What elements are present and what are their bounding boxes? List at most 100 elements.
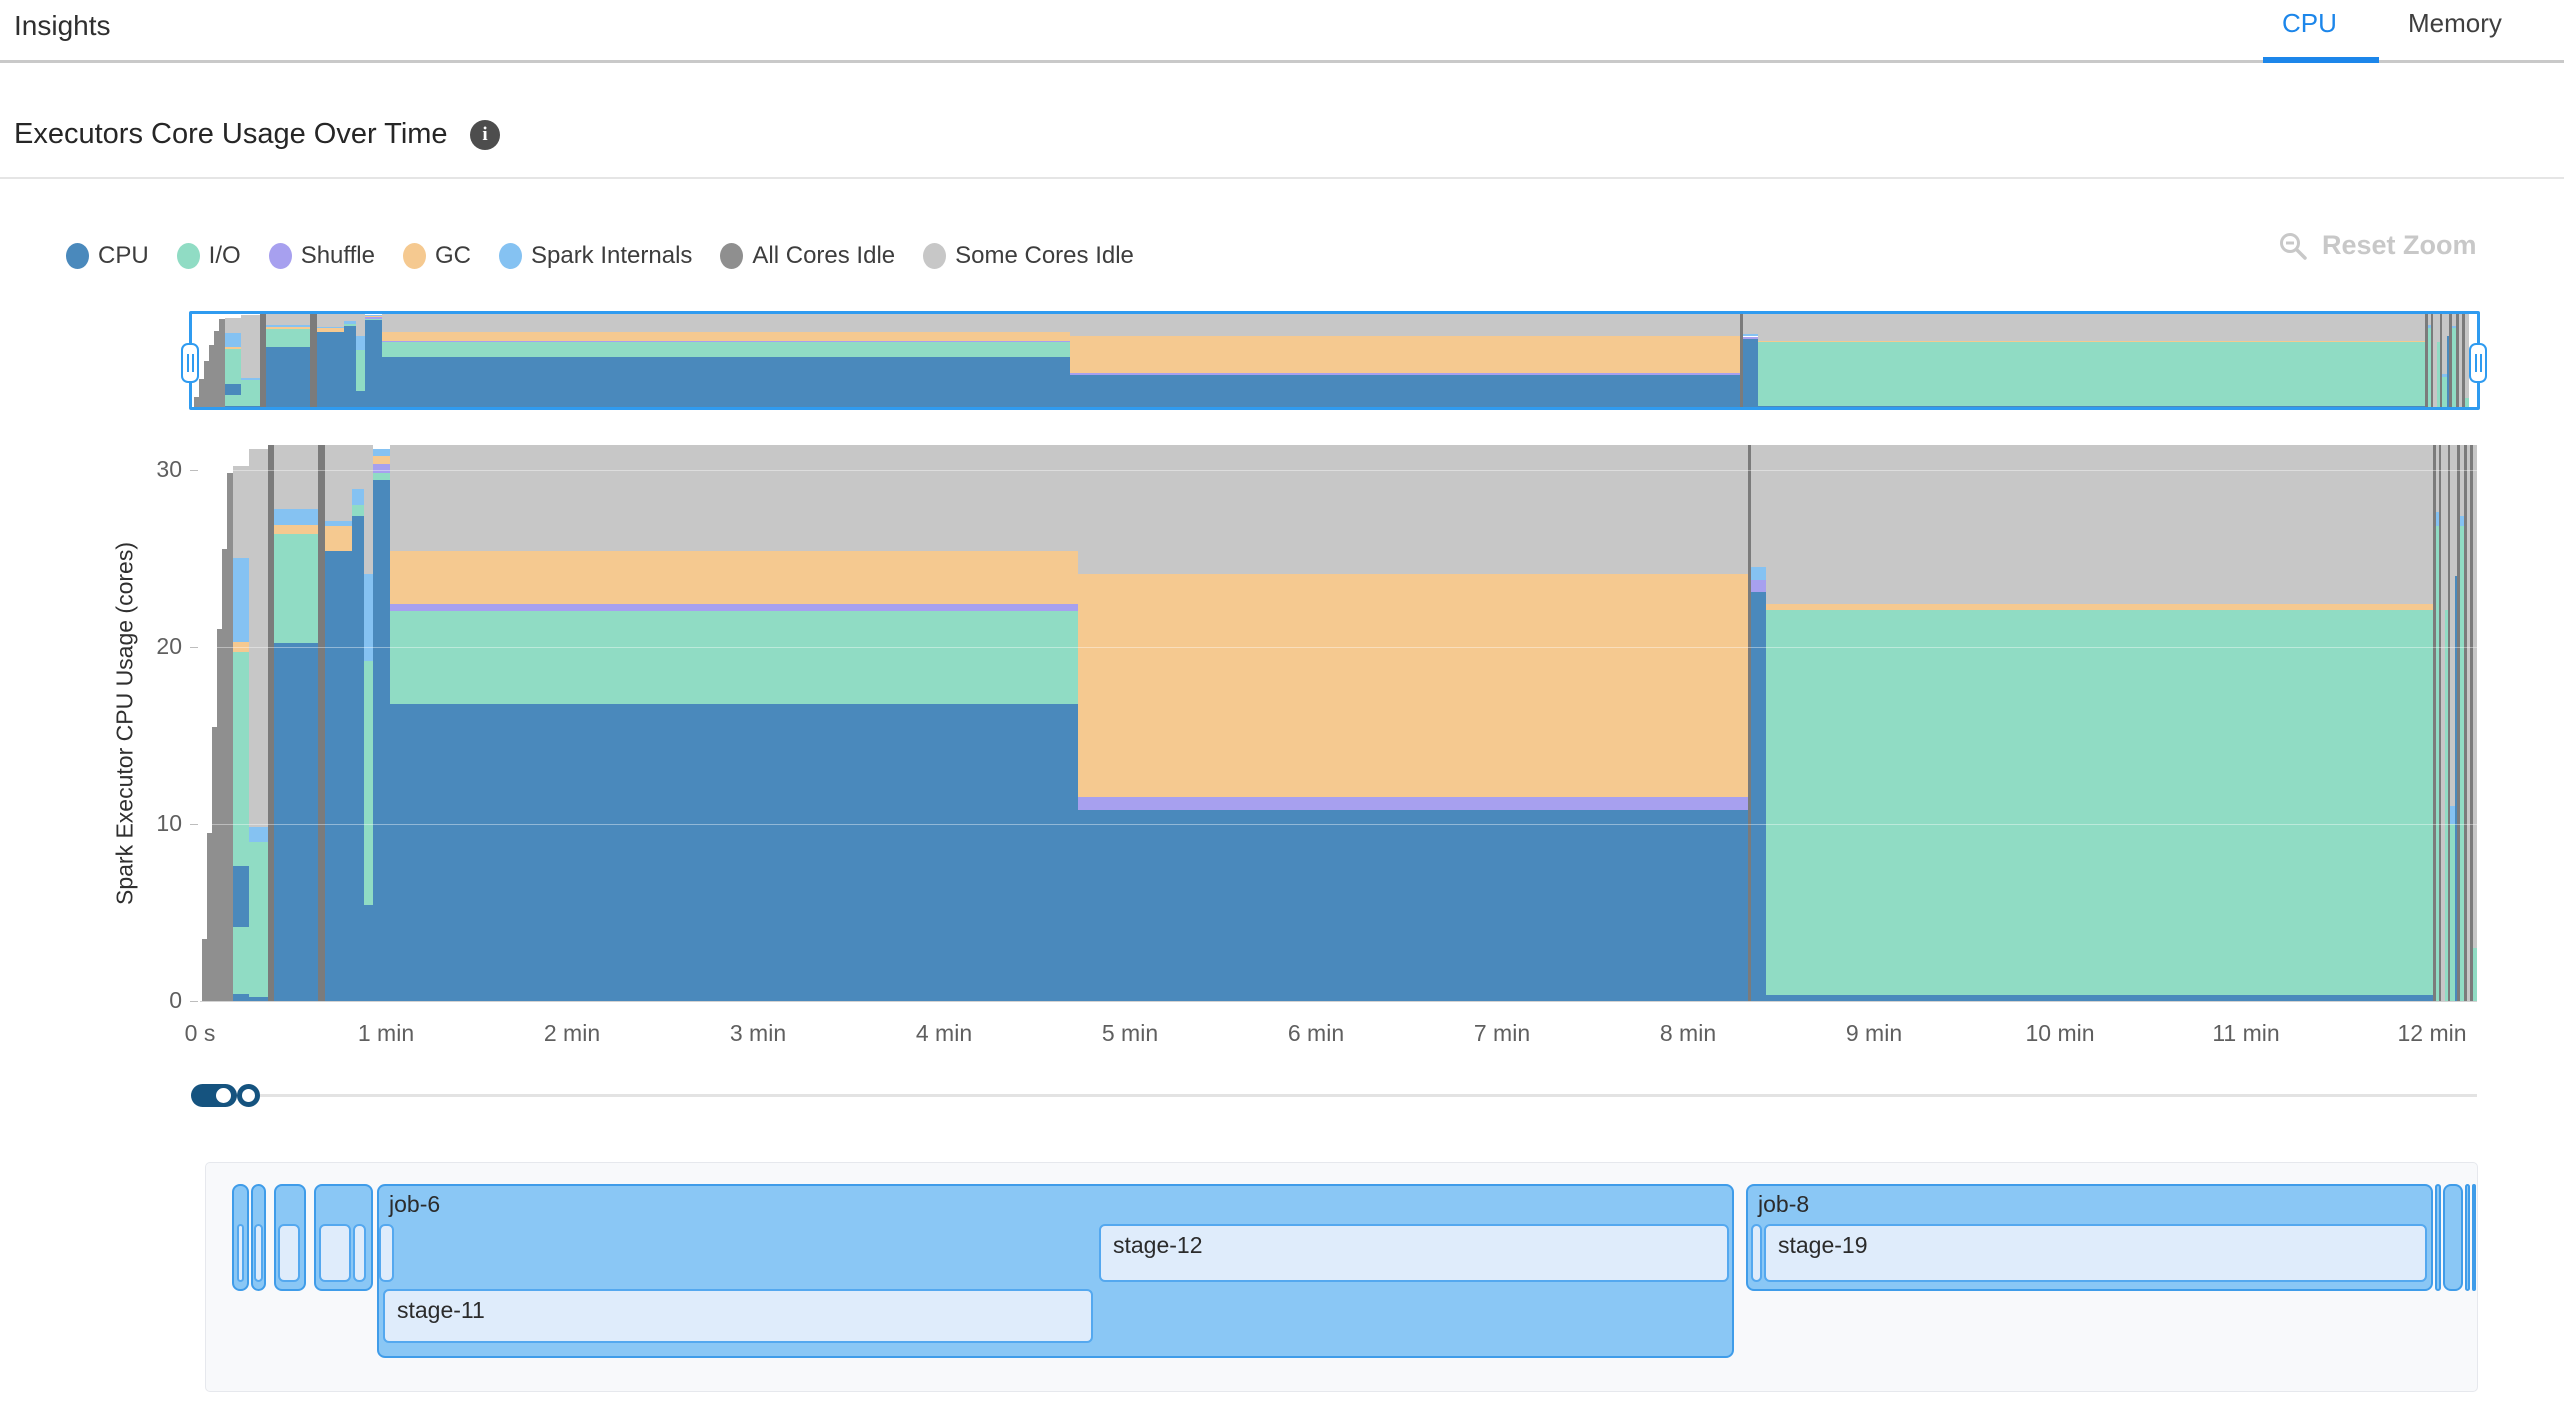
area-segment-ids xyxy=(1077,445,1749,575)
area-segment-ids xyxy=(1742,314,1759,335)
legend-dot-gc xyxy=(402,243,426,269)
area-segment-cpu xyxy=(224,405,241,407)
stage-bar-stage-11[interactable] xyxy=(383,1289,1093,1343)
area-segment-ids xyxy=(2472,445,2477,948)
area-segment-shf xyxy=(1069,372,1741,375)
area-segment-sep xyxy=(2463,445,2468,1001)
legend-item-int[interactable]: Spark Internals xyxy=(498,242,693,270)
area-segment-int xyxy=(324,521,352,527)
legend-item-cpu[interactable]: CPU xyxy=(66,242,149,270)
x-tick-label: 10 min xyxy=(2025,1020,2095,1046)
time-slider-handle-left[interactable] xyxy=(216,1088,231,1103)
area-segment-sep xyxy=(318,445,325,1001)
area-segment-ida xyxy=(217,629,222,1001)
area-segment-shf xyxy=(1077,797,1749,810)
stage-bar-stage-19[interactable] xyxy=(1764,1224,2427,1282)
area-segment-io xyxy=(390,611,1078,704)
time-slider-handle-right[interactable] xyxy=(237,1084,260,1107)
stage-bar[interactable] xyxy=(379,1224,394,1282)
area-segment-ids xyxy=(1069,314,1741,336)
info-icon[interactable]: i xyxy=(470,120,500,150)
stage-bar[interactable] xyxy=(254,1224,263,1282)
stage-bar[interactable] xyxy=(319,1224,351,1282)
area-segment-io xyxy=(343,324,356,326)
area-segment-ida xyxy=(201,939,208,1001)
area-segment-cpu xyxy=(382,357,1070,407)
y-tick-mark xyxy=(190,823,198,825)
tab-memory[interactable]: Memory xyxy=(2408,8,2502,38)
area-segment-sep xyxy=(310,314,317,407)
stage-bar-stage-12[interactable] xyxy=(1099,1224,1729,1282)
tab-cpu[interactable]: CPU xyxy=(2282,8,2337,38)
area-segment-cpu xyxy=(324,551,352,1001)
area-segment-ids xyxy=(2441,314,2447,375)
stage-bar[interactable] xyxy=(353,1224,366,1282)
legend-item-io[interactable]: I/O xyxy=(176,242,241,270)
area-segment-cpu xyxy=(355,391,365,407)
x-tick-label: 4 min xyxy=(915,1020,973,1046)
area-segment-ids xyxy=(343,314,356,322)
area-segment-cpu xyxy=(2446,335,2450,407)
legend-item-shf[interactable]: Shuffle xyxy=(268,242,375,270)
x-tick-label: 2 min xyxy=(543,1020,601,1046)
area-segment-ids xyxy=(2464,314,2469,399)
area-segment-gc xyxy=(364,315,383,318)
job-bar[interactable] xyxy=(2435,1184,2441,1291)
area-segment-ids xyxy=(224,317,241,333)
stage-bar[interactable] xyxy=(1751,1224,1762,1282)
overview-mini-chart[interactable] xyxy=(192,314,2479,407)
area-segment-int xyxy=(2436,512,2440,527)
y-tick-label-0: 0 xyxy=(169,987,182,1013)
area-segment-cpu xyxy=(1069,375,1741,407)
job-bar[interactable] xyxy=(2443,1184,2463,1291)
gridline-y-10 xyxy=(200,823,2477,825)
job-bar[interactable] xyxy=(2472,1184,2476,1291)
legend-dot-int xyxy=(498,243,522,269)
gridline-y-20 xyxy=(200,646,2477,648)
area-segment-int xyxy=(351,489,364,506)
job-stage-timeline-panel: job-6 stage-12 stage-11 job-8 stage-19 xyxy=(205,1162,2478,1392)
brush-handle-right[interactable] xyxy=(2469,343,2487,383)
cpu-usage-area-chart[interactable] xyxy=(200,445,2477,1001)
area-segment-gc xyxy=(382,331,1070,341)
area-segment-int xyxy=(363,574,373,661)
time-slider-track[interactable] xyxy=(192,1094,2477,1097)
area-segment-cpu xyxy=(224,384,241,395)
brush-selection[interactable] xyxy=(189,311,2480,410)
area-segment-ids xyxy=(1750,445,1767,568)
area-segment-io xyxy=(266,328,311,348)
legend-dot-cpu xyxy=(66,243,89,269)
brush-handle-left[interactable] xyxy=(181,343,199,383)
area-segment-gc xyxy=(1766,604,2433,610)
y-tick-label-30: 30 xyxy=(156,455,182,482)
area-segment-sep xyxy=(2457,445,2460,1001)
area-segment-ida xyxy=(226,473,233,1001)
x-tick-label: 9 min xyxy=(1845,1020,1903,1046)
reset-zoom-button[interactable]: Reset Zoom xyxy=(2278,230,2477,261)
area-segment-cpu xyxy=(1750,591,1767,1001)
area-segment-ids xyxy=(355,314,365,336)
stage-bar[interactable] xyxy=(237,1224,244,1282)
area-segment-io xyxy=(2449,823,2455,1001)
area-segment-int xyxy=(240,377,260,381)
area-segment-ids xyxy=(390,445,1078,552)
area-segment-cpu xyxy=(1766,994,2433,1001)
area-segment-int xyxy=(364,314,383,316)
area-segment-sep xyxy=(2455,314,2460,407)
legend-item-ids[interactable]: Some Cores Idle xyxy=(923,242,1134,270)
area-segment-io xyxy=(355,350,365,391)
area-segment-ids xyxy=(2445,445,2449,610)
area-segment-sep xyxy=(2432,445,2437,1001)
area-segment-ids xyxy=(2432,314,2437,407)
job-bar[interactable] xyxy=(2465,1184,2470,1291)
stage-bar[interactable] xyxy=(278,1224,300,1282)
legend-label: Spark Internals xyxy=(530,242,693,269)
legend-dot-ids xyxy=(923,243,947,269)
area-segment-cpu xyxy=(390,703,1078,1001)
legend-item-gc[interactable]: GC xyxy=(402,242,471,270)
area-segment-ids xyxy=(274,445,319,509)
area-segment-io xyxy=(232,652,249,867)
area-segment-int xyxy=(248,827,268,842)
legend-item-ida[interactable]: All Cores Idle xyxy=(720,242,895,270)
area-segment-sep xyxy=(1748,445,1751,1001)
